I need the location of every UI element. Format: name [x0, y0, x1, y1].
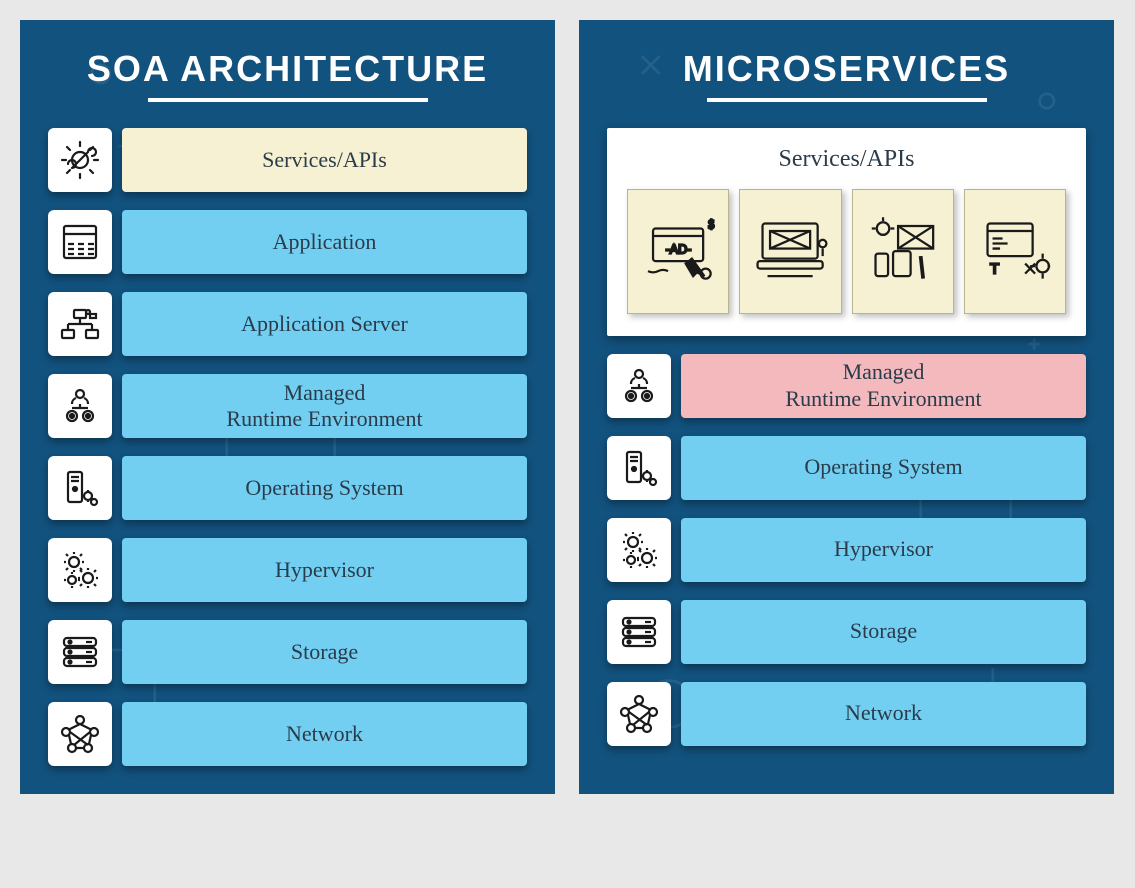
- layer-row: Network: [607, 682, 1086, 746]
- service-tile-tools-code: [964, 189, 1066, 314]
- layer-row: Hypervisor: [48, 538, 527, 602]
- layer-label: Hypervisor: [681, 518, 1086, 582]
- layer-label: Application Server: [122, 292, 527, 356]
- title-underline: [707, 98, 987, 102]
- microservices-stack: ManagedRuntime Environment Operating Syst…: [607, 354, 1086, 746]
- layer-row: Application Server: [48, 292, 527, 356]
- layer-row: Storage: [48, 620, 527, 684]
- layer-label: Hypervisor: [122, 538, 527, 602]
- service-tile-idea-device: [852, 189, 954, 314]
- layer-row: Network: [48, 702, 527, 766]
- layer-row: ManagedRuntime Environment: [48, 374, 527, 438]
- layer-row: Operating System: [48, 456, 527, 520]
- layer-row: Hypervisor: [607, 518, 1086, 582]
- layer-label: ManagedRuntime Environment: [681, 354, 1086, 418]
- layer-row: Operating System: [607, 436, 1086, 500]
- drive-stack-icon: [607, 600, 671, 664]
- layer-label: Operating System: [122, 456, 527, 520]
- server-nodes-icon: [48, 292, 112, 356]
- services-card: Services/APIs: [607, 128, 1086, 336]
- layer-row: Services/APIs: [48, 128, 527, 192]
- layer-row: Storage: [607, 600, 1086, 664]
- soa-stack: Services/APIs Application Application Serv…: [48, 128, 527, 766]
- service-tile-wireframe-desk: [739, 189, 841, 314]
- gear-wrench-icon: [48, 128, 112, 192]
- runtime-people-icon: [48, 374, 112, 438]
- layer-label: Application: [122, 210, 527, 274]
- layer-label: Network: [681, 682, 1086, 746]
- microservices-panel: MICROSERVICES Services/APIs ManagedRunti…: [579, 20, 1114, 794]
- drive-stack-icon: [48, 620, 112, 684]
- layer-label: Network: [122, 702, 527, 766]
- soa-title: SOA ARCHITECTURE: [48, 48, 527, 90]
- microservices-title: MICROSERVICES: [607, 48, 1086, 90]
- layer-row: ManagedRuntime Environment: [607, 354, 1086, 418]
- gears-icon: [48, 538, 112, 602]
- gears-icon: [607, 518, 671, 582]
- service-tile-ad-click: [627, 189, 729, 314]
- runtime-people-icon: [607, 354, 671, 418]
- pc-tower-icon: [607, 436, 671, 500]
- title-underline: [148, 98, 428, 102]
- layer-label: Storage: [681, 600, 1086, 664]
- layer-label: Storage: [122, 620, 527, 684]
- layer-label: Services/APIs: [122, 128, 527, 192]
- comparison-container: SOA ARCHITECTURE Services/APIs Applicatio…: [20, 20, 1115, 794]
- services-card-title: Services/APIs: [627, 146, 1066, 173]
- network-mesh-icon: [48, 702, 112, 766]
- layer-label: Operating System: [681, 436, 1086, 500]
- soa-panel: SOA ARCHITECTURE Services/APIs Applicatio…: [20, 20, 555, 794]
- layer-label: ManagedRuntime Environment: [122, 374, 527, 438]
- app-window-icon: [48, 210, 112, 274]
- pc-tower-icon: [48, 456, 112, 520]
- service-tiles: [627, 189, 1066, 314]
- layer-row: Application: [48, 210, 527, 274]
- network-mesh-icon: [607, 682, 671, 746]
